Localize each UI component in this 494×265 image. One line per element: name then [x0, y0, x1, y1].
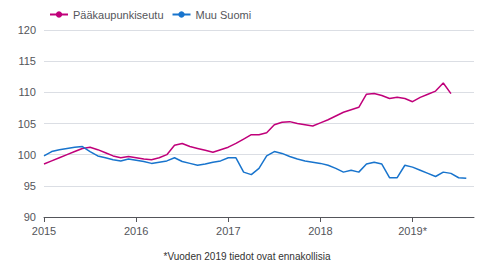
svg-text:2015: 2015: [32, 225, 56, 237]
svg-text:2019*: 2019*: [398, 225, 427, 237]
svg-text:105: 105: [18, 118, 36, 130]
svg-text:2018: 2018: [308, 225, 332, 237]
svg-text:2017: 2017: [216, 225, 240, 237]
svg-text:100: 100: [18, 149, 36, 161]
svg-text:2016: 2016: [124, 225, 148, 237]
svg-text:95: 95: [24, 180, 36, 192]
svg-text:115: 115: [18, 55, 36, 67]
svg-text:*Vuoden 2019 tiedot ovat ennak: *Vuoden 2019 tiedot ovat ennakollisia: [164, 251, 331, 262]
svg-text:120: 120: [18, 24, 36, 36]
svg-text:Muu Suomi: Muu Suomi: [196, 9, 252, 21]
svg-text:110: 110: [18, 86, 36, 98]
svg-text:Pääkaupunkiseutu: Pääkaupunkiseutu: [73, 9, 164, 21]
svg-text:90: 90: [24, 211, 36, 223]
